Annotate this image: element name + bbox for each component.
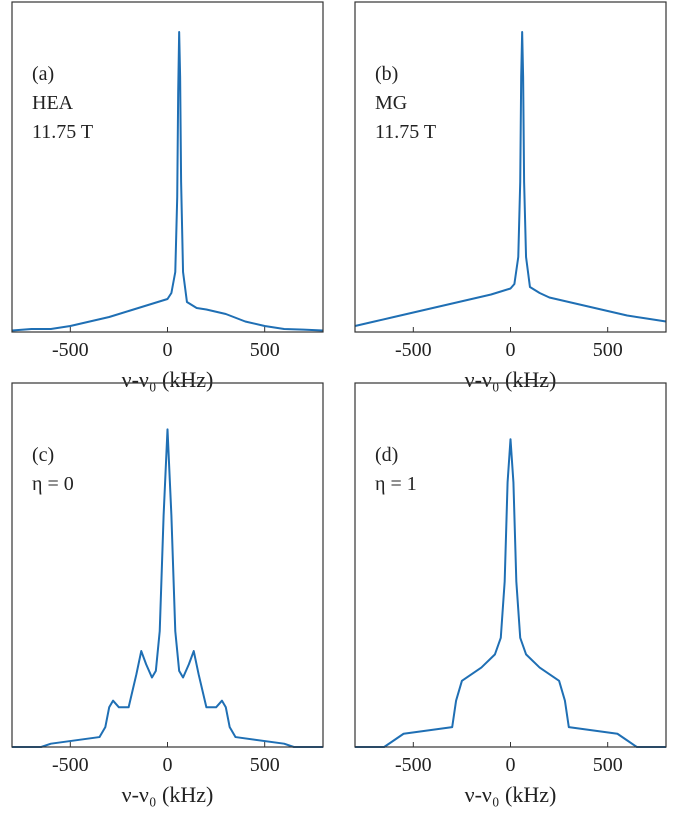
x-tick-label: 500: [250, 339, 280, 361]
plot-frame: [354, 382, 667, 748]
x-tick-label: 0: [163, 339, 173, 361]
panel-annotation: 11.75 T: [32, 121, 93, 143]
panel-annotation: η = 0: [32, 473, 74, 495]
x-tick-label: -500: [52, 754, 89, 776]
spectrum-line: [12, 428, 323, 748]
panel-annotation: (c): [32, 444, 54, 466]
x-tick-label: 500: [250, 754, 280, 776]
x-tick-label: 0: [506, 339, 516, 361]
spectrum-line: [355, 438, 666, 748]
panel-annotation: (b): [375, 63, 398, 85]
x-tick-label: 0: [506, 754, 516, 776]
spectrum-line: [11, 31, 324, 332]
panel-annotation: 11.75 T: [375, 121, 436, 143]
plot-frame: [354, 1, 667, 333]
panel-annotation: MG: [375, 92, 407, 114]
x-axis-label: ν-ν₀ (kHz): [465, 367, 557, 392]
panel-annotation: (d): [375, 444, 398, 466]
x-axis-label: ν-ν₀ (kHz): [465, 782, 557, 807]
x-tick-label: 500: [593, 339, 623, 361]
spectrum-line: [354, 31, 667, 327]
plot-frame: [11, 1, 324, 333]
x-tick-label: 0: [163, 754, 173, 776]
panel-annotation: η = 1: [375, 473, 417, 495]
x-tick-label: -500: [52, 339, 89, 361]
x-axis-label: ν-ν₀ (kHz): [122, 782, 214, 807]
x-tick-label: 500: [593, 754, 623, 776]
panel-annotation: HEA: [32, 92, 74, 114]
panel-annotation: (a): [32, 63, 54, 85]
x-axis-label: ν-ν₀ (kHz): [122, 367, 214, 392]
x-tick-label: -500: [395, 339, 432, 361]
x-tick-label: -500: [395, 754, 432, 776]
